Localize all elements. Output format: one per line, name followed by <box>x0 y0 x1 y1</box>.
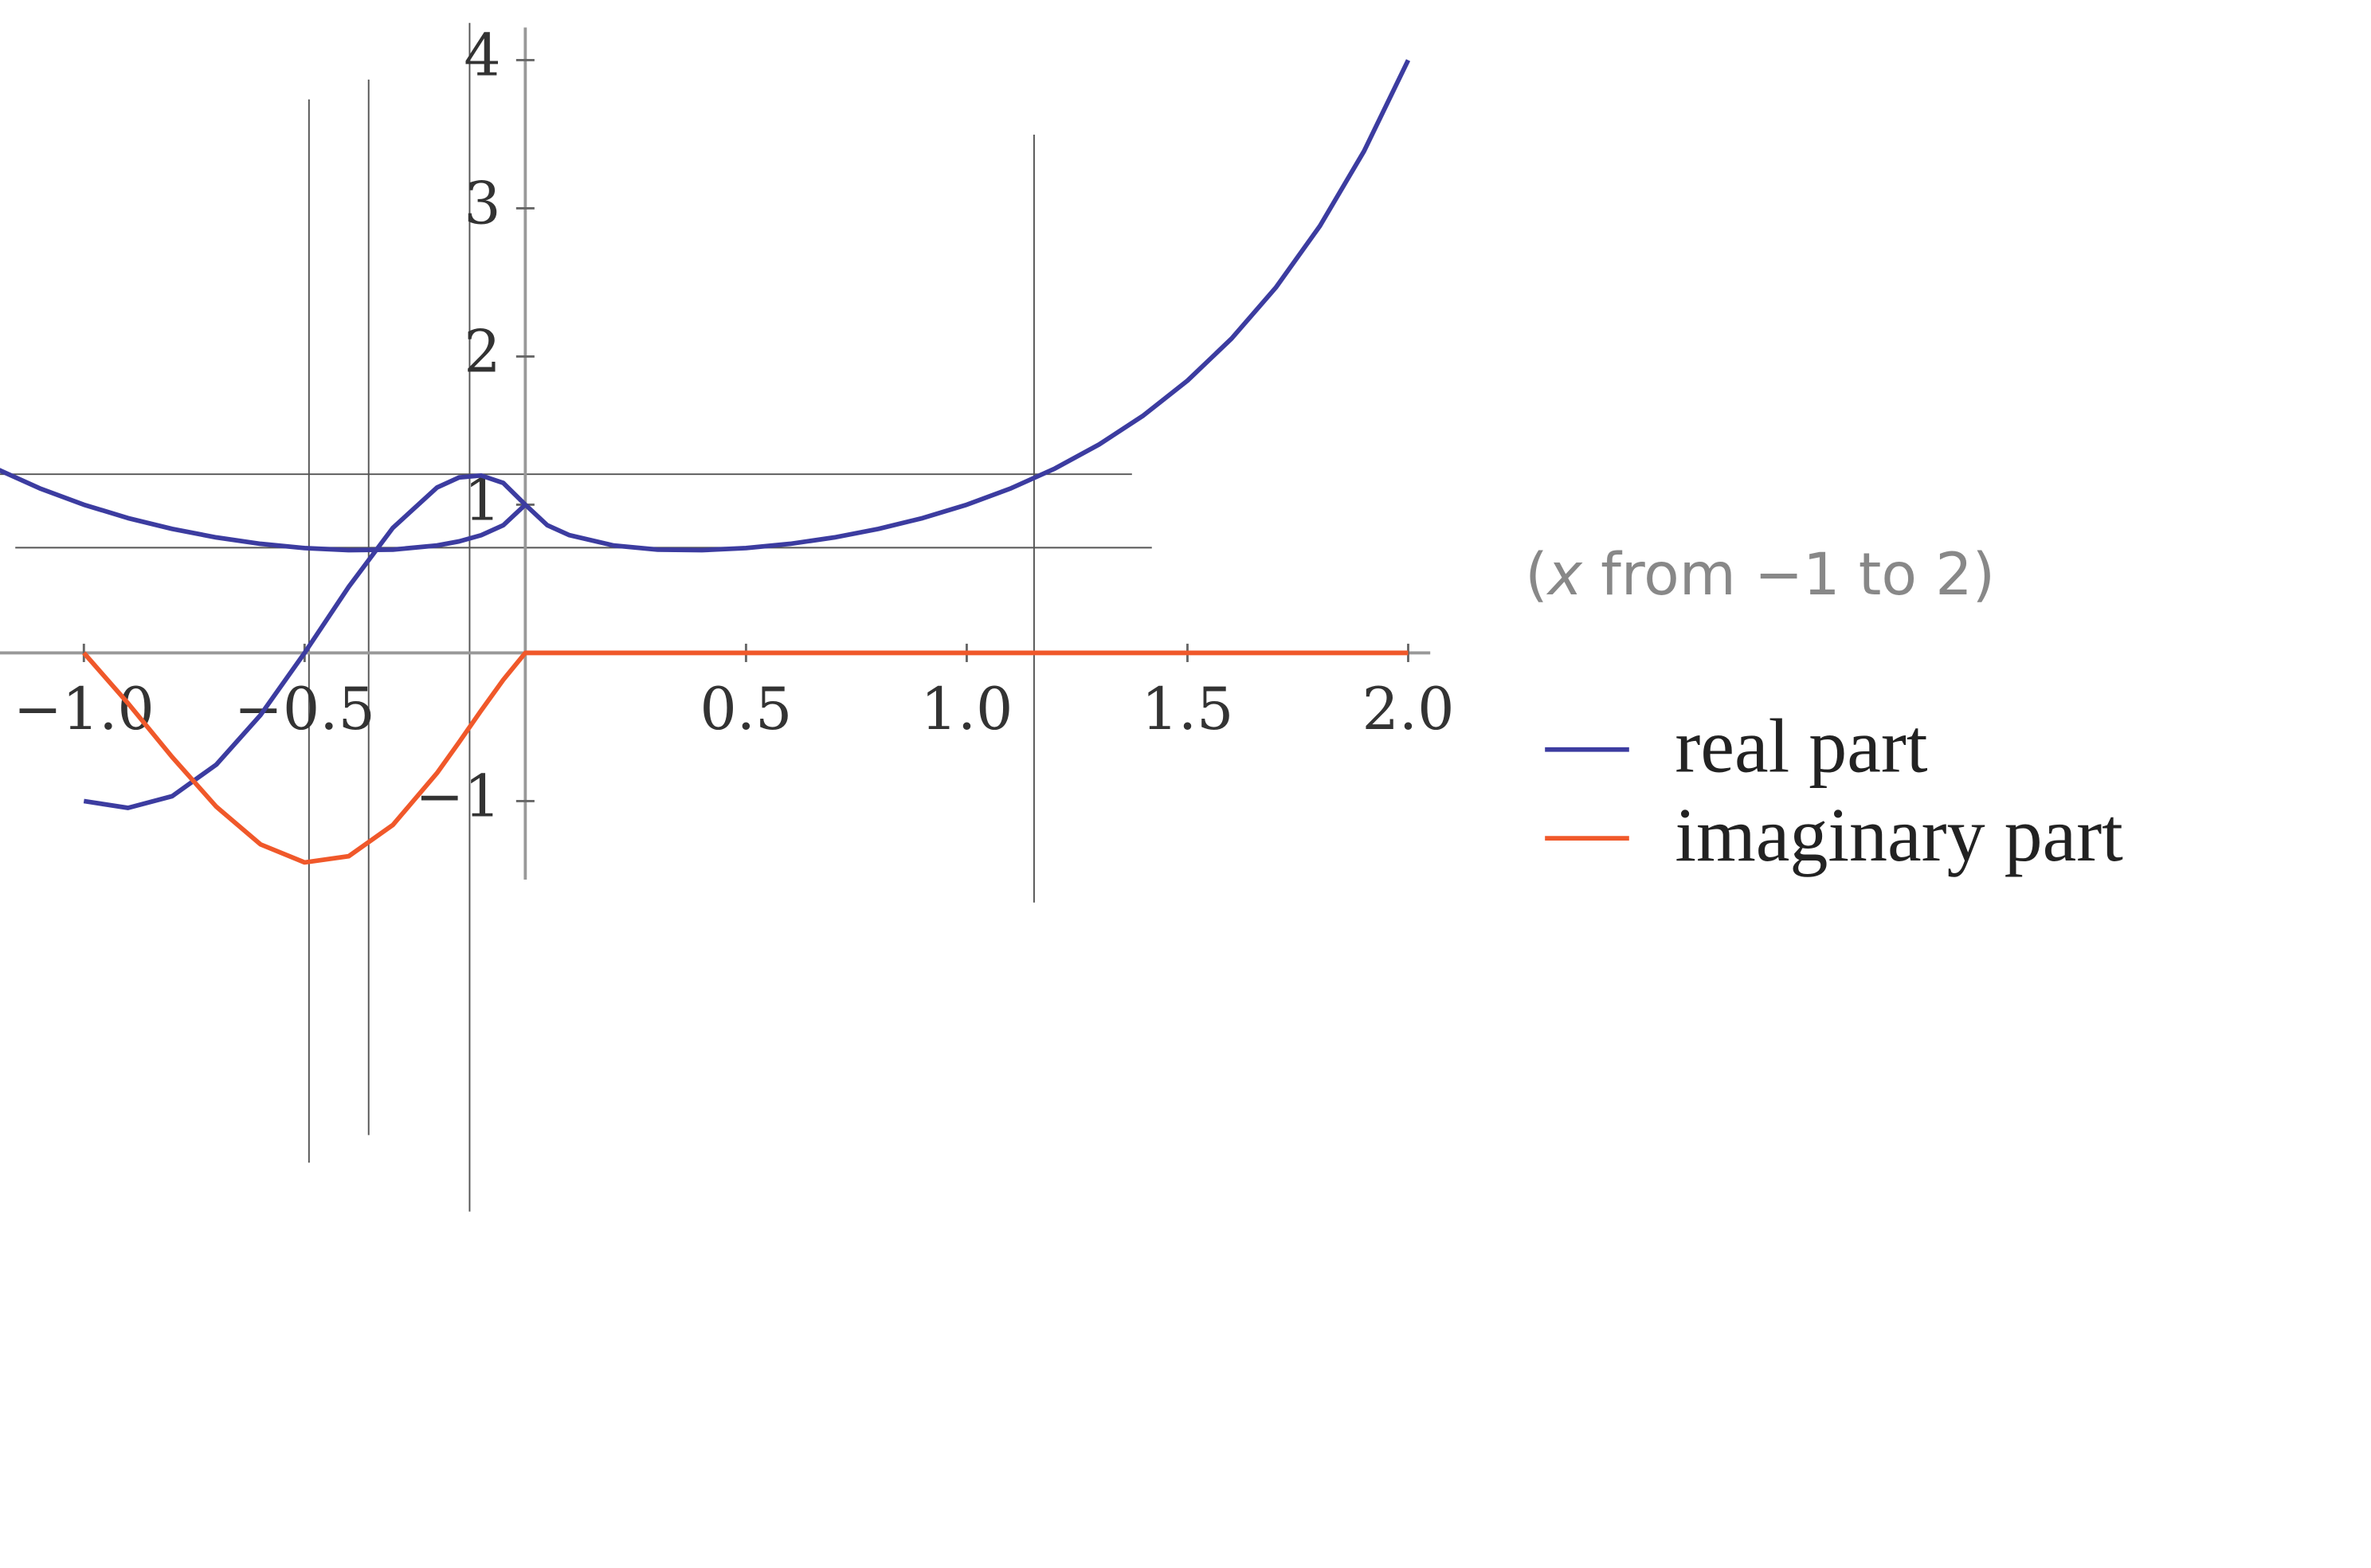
x-tick-label: 2.0 <box>1362 676 1454 743</box>
legend-label: imaginary part <box>1675 792 2123 877</box>
y-tick-label: 3 <box>464 170 500 237</box>
y-tick-label: 4 <box>464 22 500 89</box>
annotation: (x from −1 to 2) <box>1525 541 1995 609</box>
annotation-part: from −1 to 2) <box>1582 541 1995 609</box>
x-tick-label: −0.5 <box>234 676 375 743</box>
series-line <box>82 650 1409 865</box>
annotation-part: x <box>1546 541 1583 609</box>
y-tick-label: 2 <box>464 318 500 386</box>
x-tick-label: 1.5 <box>1141 676 1233 743</box>
y-tick-label: −1 <box>415 762 501 830</box>
guide-lines <box>0 22 1152 1212</box>
series-line <box>0 468 527 553</box>
x-tick-label: 0.5 <box>700 676 792 743</box>
legend-label: real part <box>1675 704 1927 789</box>
series-line <box>83 59 1411 810</box>
annotation-part: ( <box>1525 541 1547 609</box>
x-tick-label: 1.0 <box>920 676 1013 743</box>
